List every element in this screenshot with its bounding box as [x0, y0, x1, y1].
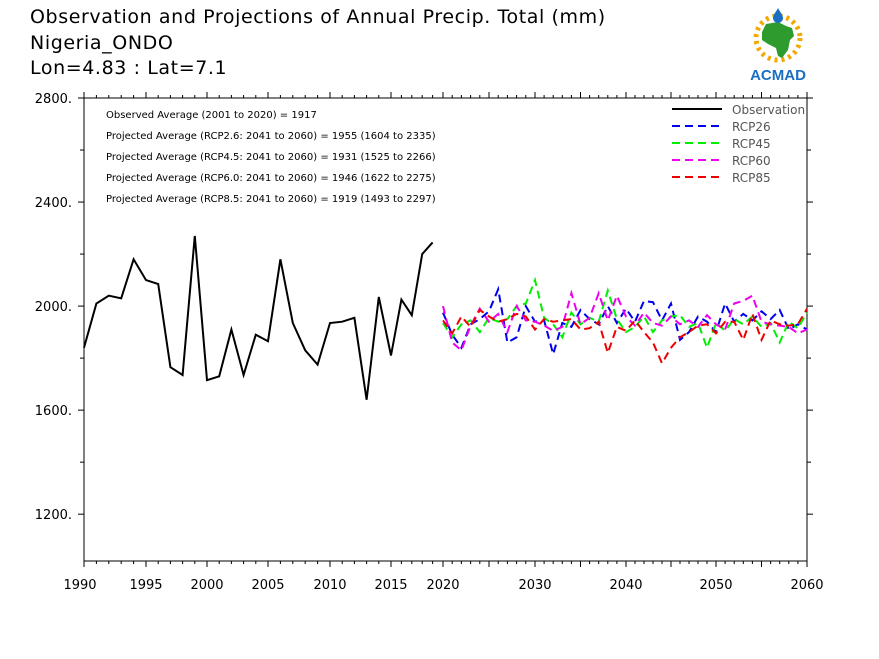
x-tick-label: 2015: [374, 578, 407, 593]
chart-location: Nigeria_ONDO: [30, 32, 174, 54]
x-tick-label: 1995: [129, 578, 162, 593]
annotation-line: Projected Average (RCP2.6: 2041 to 2060)…: [106, 131, 436, 142]
y-tick-label: 1600.: [35, 404, 72, 419]
x-tick-label: 1990: [63, 578, 96, 593]
legend-label: RCP60: [732, 154, 771, 168]
plot-frame: [83, 97, 808, 562]
legend-label: RCP26: [732, 120, 771, 134]
x-tick-label: 2020: [426, 578, 459, 593]
x-tick-label: 2030: [518, 578, 551, 593]
x-tick-label: 2050: [699, 578, 732, 593]
acmad-logo: ACMAD: [750, 8, 806, 84]
y-tick-label: 2400.: [35, 196, 72, 211]
x-tick-label: 2000: [190, 578, 223, 593]
annotation-line: Projected Average (RCP6.0: 2041 to 2060)…: [106, 173, 436, 184]
x-tick-label: 2040: [609, 578, 642, 593]
legend-label: RCP85: [732, 171, 771, 185]
x-tick-label: 2060: [790, 578, 823, 593]
series: [83, 235, 808, 400]
chart-coordinates: Lon=4.83 : Lat=7.1: [30, 57, 228, 79]
y-tick-label: 1200.: [35, 508, 72, 523]
annotation-line: Observed Average (2001 to 2020) = 1917: [106, 110, 317, 121]
y-tick-label: 2800.: [35, 92, 72, 107]
legend-label: RCP45: [732, 137, 771, 151]
legend-label: Observation: [732, 103, 805, 117]
logo-text: ACMAD: [750, 67, 806, 84]
series-line-observation: [83, 235, 434, 400]
annotation-line: Projected Average (RCP8.5: 2041 to 2060)…: [106, 194, 436, 205]
annotation-line: Projected Average (RCP4.5: 2041 to 2060)…: [106, 152, 436, 163]
axes: 1200. 1600. 2000. 2400. 2800. 1990 1995 2000 200…: [35, 92, 824, 593]
series-line-rcp85: [442, 308, 808, 366]
x-tick-label: 2010: [313, 578, 346, 593]
annotations: Observed Average (2001 to 2020) = 1917 Pr…: [106, 110, 436, 205]
series-line-rcp60: [442, 289, 808, 352]
africa-shape: [762, 22, 794, 58]
sun-rays: [753, 13, 803, 63]
x-tick-label: 2005: [251, 578, 284, 593]
legend: Observation RCP26 RCP45 RCP60 RCP85: [672, 103, 805, 185]
water-drop-icon: [773, 8, 783, 23]
y-tick-label: 2000.: [35, 300, 72, 315]
chart-title: Observation and Projections of Annual Pr…: [30, 6, 606, 28]
